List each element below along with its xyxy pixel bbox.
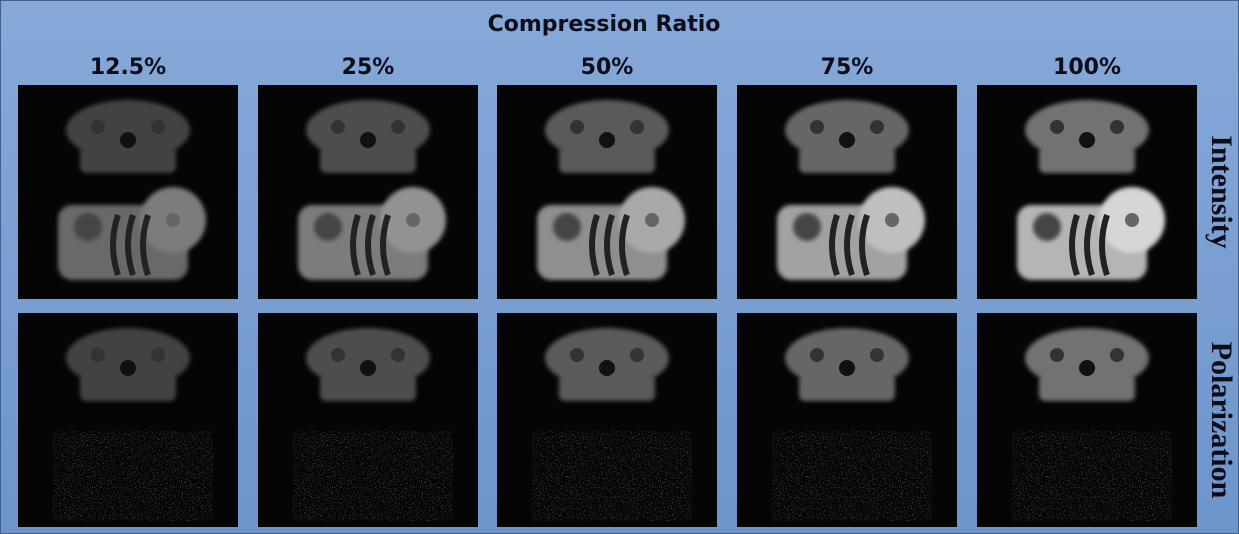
- image-panel: [258, 313, 478, 527]
- lower-object-spot: [74, 213, 102, 241]
- upper-object-spot: [570, 348, 584, 362]
- speckle: [772, 431, 932, 521]
- upper-object-spot: [120, 132, 136, 148]
- lower-object-spot: [645, 213, 659, 227]
- upper-object-spot: [1079, 132, 1095, 148]
- upper-object-legs: [1039, 375, 1135, 401]
- lower-object-spot: [314, 213, 342, 241]
- column-label: 12.5%: [90, 55, 166, 80]
- lower-object-spot: [885, 213, 899, 227]
- upper-object-spot: [1110, 348, 1124, 362]
- upper-object-legs: [320, 375, 416, 401]
- lower-object-spot: [1033, 213, 1061, 241]
- speckle: [53, 431, 213, 521]
- upper-object-legs: [559, 147, 655, 173]
- upper-object-spot: [391, 348, 405, 362]
- upper-object-spot: [91, 348, 105, 362]
- image-panel: [258, 85, 478, 299]
- upper-object-spot: [630, 120, 644, 134]
- upper-object-spot: [360, 360, 376, 376]
- upper-object-spot: [839, 360, 855, 376]
- upper-object-spot: [599, 360, 615, 376]
- image-panel: [18, 313, 238, 527]
- upper-object-spot: [630, 348, 644, 362]
- upper-object-spot: [151, 120, 165, 134]
- upper-object-spot: [120, 360, 136, 376]
- upper-object-legs: [799, 147, 895, 173]
- upper-object-spot: [91, 120, 105, 134]
- image-panel: [18, 85, 238, 299]
- column-label: 25%: [342, 55, 395, 80]
- upper-object-legs: [320, 147, 416, 173]
- upper-object-spot: [839, 132, 855, 148]
- speckle: [293, 431, 453, 521]
- upper-object-spot: [570, 120, 584, 134]
- lower-object-spot: [553, 213, 581, 241]
- upper-object-spot: [391, 120, 405, 134]
- row-label: Polarization: [1205, 342, 1238, 499]
- upper-object-spot: [331, 348, 345, 362]
- upper-object-spot: [810, 120, 824, 134]
- upper-object-spot: [810, 348, 824, 362]
- page: Compression Ratio 12.5% 25% 50% 75% 100% Inte…: [0, 0, 1239, 534]
- upper-object-legs: [799, 375, 895, 401]
- lower-object-spot: [793, 213, 821, 241]
- speckle: [532, 431, 692, 521]
- speckle: [1012, 431, 1172, 521]
- upper-object-spot: [331, 120, 345, 134]
- upper-object-spot: [1110, 120, 1124, 134]
- upper-object-spot: [151, 348, 165, 362]
- upper-object-spot: [599, 132, 615, 148]
- column-label: 100%: [1053, 55, 1121, 80]
- image-panel: [977, 85, 1197, 299]
- upper-object-legs: [559, 375, 655, 401]
- upper-object-spot: [870, 348, 884, 362]
- image-panel: [497, 313, 717, 527]
- image-panel: [737, 85, 957, 299]
- upper-object-spot: [360, 132, 376, 148]
- upper-object-spot: [870, 120, 884, 134]
- figure-title: Compression Ratio: [488, 12, 721, 37]
- upper-object-spot: [1050, 348, 1064, 362]
- lower-object-spot: [1125, 213, 1139, 227]
- upper-object-spot: [1079, 360, 1095, 376]
- image-panel: [497, 85, 717, 299]
- upper-object-legs: [80, 375, 176, 401]
- upper-object-legs: [1039, 147, 1135, 173]
- upper-object-legs: [80, 147, 176, 173]
- column-label: 75%: [821, 55, 874, 80]
- image-panel: [737, 313, 957, 527]
- row-label: Intensity: [1205, 135, 1238, 248]
- lower-object-spot: [406, 213, 420, 227]
- upper-object-spot: [1050, 120, 1064, 134]
- image-panel: [977, 313, 1197, 527]
- column-label: 50%: [581, 55, 634, 80]
- figure: Compression Ratio 12.5% 25% 50% 75% 100% Inte…: [0, 0, 1239, 534]
- lower-object-spot: [166, 213, 180, 227]
